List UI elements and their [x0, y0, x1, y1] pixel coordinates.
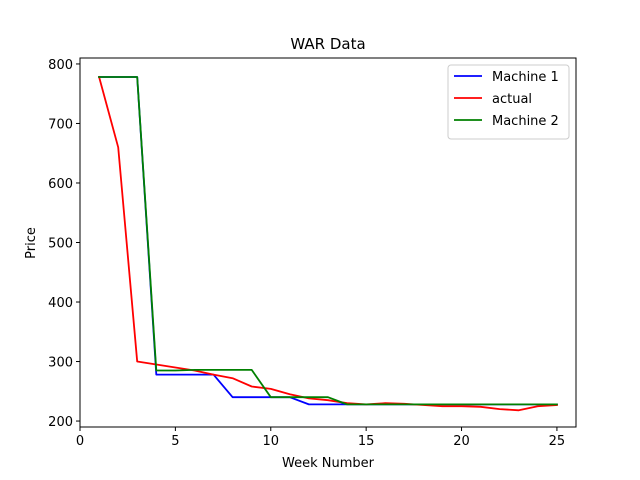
y-tick-label: 600 — [48, 177, 73, 192]
series-line-2 — [98, 76, 558, 406]
legend: Machine 1 actual Machine 2 — [447, 64, 570, 140]
y-tick-label: 200 — [48, 415, 73, 430]
y-tick-label: 300 — [48, 356, 73, 371]
chart-title: WAR Data — [290, 35, 365, 53]
plot-frame — [79, 57, 577, 428]
y-axis-title: Price — [24, 227, 39, 259]
series-line-1 — [97, 75, 558, 412]
legend-label: actual — [492, 92, 532, 107]
legend-label: Machine 1 — [492, 70, 559, 85]
x-tick-label: 15 — [358, 434, 375, 449]
y-tick-label: 500 — [48, 237, 73, 252]
axis-layer: 0 5 10 15 20 25 200 300 400 500 600 700 800 — [48, 58, 565, 449]
x-tick-label: 20 — [453, 434, 470, 449]
x-tick-label: 0 — [76, 434, 84, 449]
x-tick-label: 25 — [549, 434, 566, 449]
x-tick-label: 10 — [262, 434, 279, 449]
y-tick-label: 400 — [48, 296, 73, 311]
y-tick-label: 700 — [48, 117, 73, 132]
y-tick-label: 800 — [48, 58, 73, 73]
x-axis-title: Week Number — [282, 456, 375, 471]
series-layer — [97, 75, 558, 412]
legend-label: Machine 2 — [492, 114, 559, 129]
x-tick-label: 5 — [171, 434, 179, 449]
